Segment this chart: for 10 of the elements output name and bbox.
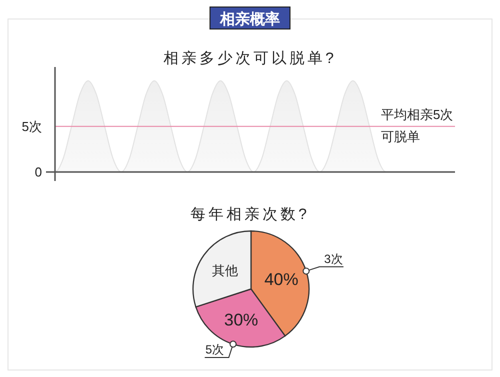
slice-label: 其他 (212, 263, 238, 278)
chart-title: 每年相亲次数? (190, 206, 310, 223)
data-label: 40% (264, 270, 298, 290)
slice-label: 3次 (324, 252, 343, 266)
ref-line-label: 平均相亲5次可脱单 (381, 106, 454, 146)
chart-title: 相亲概率 (219, 10, 280, 28)
y-tick-label: 0 (34, 164, 42, 180)
legend-label: 5次 (205, 342, 224, 356)
data-label: 30% (224, 310, 258, 330)
chart-subtitle: 相亲多少次可以脱单? (163, 50, 337, 67)
